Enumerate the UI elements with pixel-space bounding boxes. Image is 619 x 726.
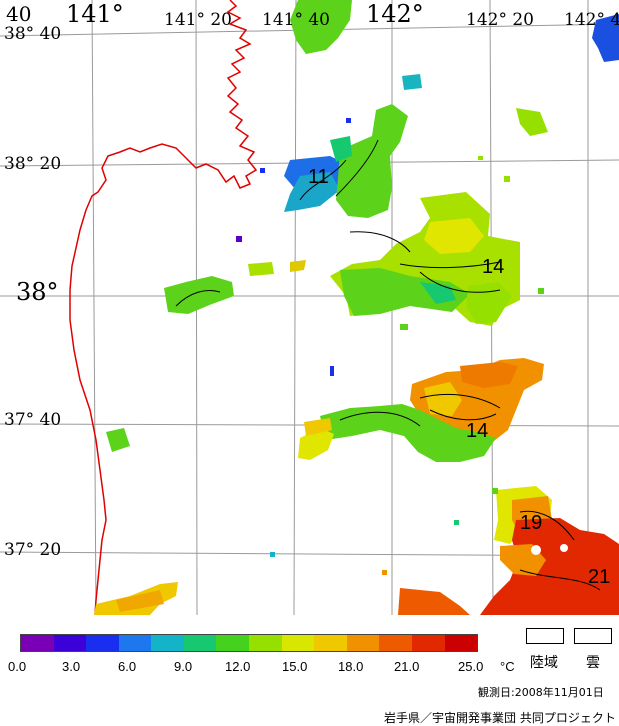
cloud-markers bbox=[531, 544, 568, 555]
lat-label-38-40: 38° 40 bbox=[4, 24, 62, 44]
colorbar-segment bbox=[183, 635, 217, 651]
colorbar-segment bbox=[118, 635, 152, 651]
colorbar-tick: 12.0 bbox=[225, 659, 251, 674]
colorbar-tick: 0.0 bbox=[8, 659, 27, 674]
colorbar-tick: 6.0 bbox=[118, 659, 137, 674]
colorbar-tick: 21.0 bbox=[394, 659, 420, 674]
colorbar-segment bbox=[411, 635, 445, 651]
isotherm-contours bbox=[175, 139, 601, 591]
colorbar-unit: °C bbox=[500, 659, 515, 674]
sea-temperature-map bbox=[0, 0, 619, 615]
temperature-colorbar bbox=[20, 634, 478, 652]
observation-date: 観測日:2008年11月01日 bbox=[478, 686, 604, 699]
colorbar-tick: 15.0 bbox=[282, 659, 308, 674]
coastline bbox=[69, 0, 258, 615]
colorbar-tick: 9.0 bbox=[174, 659, 193, 674]
land-label: 陸域 bbox=[530, 655, 558, 671]
contour-label: 21 bbox=[588, 566, 611, 588]
colorbar-tick: 18.0 bbox=[338, 659, 364, 674]
colorbar-segment bbox=[314, 635, 347, 651]
colorbar-segment bbox=[444, 635, 478, 651]
colorbar-segment bbox=[249, 635, 282, 651]
colorbar-segment bbox=[21, 635, 54, 651]
cloud-swatch bbox=[574, 628, 612, 644]
lat-label-38-20: 38° 20 bbox=[4, 154, 62, 174]
lon-label-142-40: 142° 40 bbox=[564, 10, 619, 30]
lat-label-37-20: 37° 20 bbox=[4, 540, 62, 560]
land-swatch bbox=[526, 628, 564, 644]
colorbar-tick: 25.0 bbox=[458, 659, 484, 674]
credit-text: 岩手県／宇宙開発事業団 共同プロジェクト bbox=[384, 711, 616, 725]
colorbar-segment bbox=[53, 635, 87, 651]
lon-label-141: 141° bbox=[66, 0, 124, 28]
cloud-label: 雲 bbox=[586, 655, 600, 671]
lon-label-142: 142° bbox=[366, 0, 424, 28]
colorbar-segment bbox=[281, 635, 315, 651]
lon-label-141-40: 141° 40 bbox=[262, 10, 330, 30]
lon-label-141-20: 141° 20 bbox=[164, 10, 232, 30]
colorbar-segment bbox=[379, 635, 412, 651]
lon-label-142-20: 142° 20 bbox=[466, 10, 534, 30]
contour-label: 19 bbox=[520, 512, 543, 534]
colorbar-segment bbox=[86, 635, 119, 651]
contour-label: 14 bbox=[482, 256, 505, 278]
contour-label: 14 bbox=[466, 420, 489, 442]
corner-label: 40 bbox=[6, 2, 32, 26]
lat-label-37-40: 37° 40 bbox=[4, 410, 62, 430]
colorbar-segment bbox=[216, 635, 250, 651]
colorbar-segment bbox=[346, 635, 380, 651]
contour-label: 11 bbox=[308, 166, 329, 188]
colorbar-tick: 3.0 bbox=[62, 659, 81, 674]
lat-label-38: 38° bbox=[16, 278, 59, 306]
colorbar-segment bbox=[151, 635, 184, 651]
